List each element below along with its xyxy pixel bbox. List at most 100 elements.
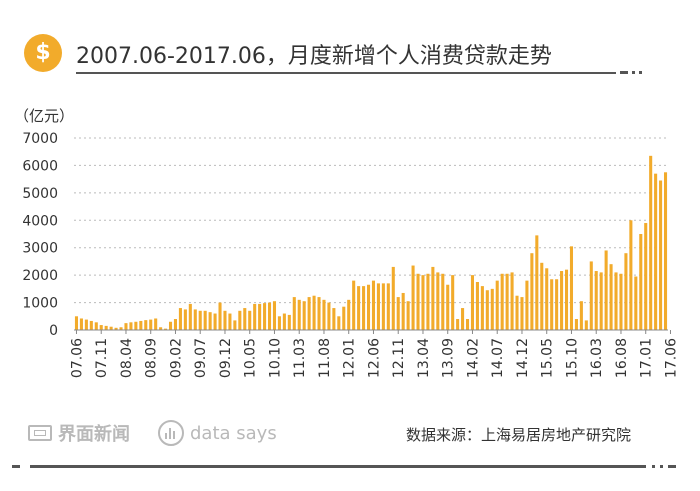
bar [213,313,217,330]
bar [515,295,519,330]
footer-rule-dash [660,465,663,468]
bar [436,272,440,330]
x-tick-label: 17.06 [664,338,680,378]
x-tick-label: 15.05 [540,338,556,378]
bar [510,272,514,330]
bar [495,280,499,330]
bar [277,316,281,330]
bar [663,172,668,330]
bar [139,320,143,330]
bar [109,326,113,330]
bar [579,301,583,330]
bar [342,306,346,330]
y-tick-label: 2000 [22,268,58,284]
bar [193,309,197,330]
bar [520,297,524,330]
bar [223,310,227,330]
x-tick-label: 10.10 [268,338,284,378]
bar [490,288,494,330]
bar [267,302,272,330]
data-source: 数据来源：上海易居房地产研究院 [406,426,632,444]
bar [564,269,569,330]
bar [307,297,311,330]
bar [233,320,237,330]
data-says-logo-icon [158,420,184,446]
bar [198,310,202,330]
bar [530,253,534,330]
x-tick-label: 08.04 [119,338,135,378]
bar [456,319,460,330]
footer-rule-dash [652,465,655,468]
bar [391,266,395,330]
bar [614,272,618,330]
x-tick-label: 11.03 [292,338,308,378]
bar [525,280,529,330]
x-tick-label: 15.10 [565,338,581,378]
bar [188,303,192,330]
x-tick-label: 14.12 [515,338,531,378]
bar [406,301,410,330]
x-tick-label: 07.11 [94,338,110,378]
y-tick-label: 7000 [22,131,58,147]
bar [94,322,98,330]
y-tick-label: 0 [49,323,58,339]
bar [550,279,554,330]
bar [168,321,173,330]
bar [332,308,336,330]
x-tick-label: 17.01 [639,338,655,378]
header: $ 2007.06-2017.06，月度新增个人消费贷款走势 [0,0,700,90]
bar [540,262,544,330]
bar [535,235,539,330]
bar [485,290,489,330]
title-rule-dash [620,71,628,74]
x-tick-label: 11.08 [317,338,333,378]
bar [569,246,574,330]
x-tick-label: 09.02 [169,338,185,378]
bar [218,302,222,330]
bar [604,250,608,330]
bar [238,310,242,330]
bar [431,266,435,330]
bar [371,280,376,330]
bar [659,180,663,330]
bar [297,299,301,330]
x-tick-label: 16.08 [614,338,630,378]
bar [441,273,445,330]
bar [178,308,182,330]
x-tick-label: 09.07 [193,338,209,378]
y-axis-unit-label: （亿元） [14,107,75,125]
bar [500,273,504,330]
data-says-text: data says [190,422,277,444]
bar [99,325,103,330]
bar [258,303,262,330]
bar [589,261,593,330]
bar [411,265,415,330]
brand-name: 界面新闻 [58,424,130,445]
footer-rule-dash [12,465,20,468]
bar [312,295,316,330]
bar [619,273,623,330]
bar [84,319,88,330]
footer-rule-dash [668,465,676,468]
bar [426,273,430,330]
bar [292,297,296,330]
bar [644,223,648,330]
bar [104,325,108,330]
bar [475,282,479,330]
bar [337,316,341,330]
bar [357,286,361,330]
bar [248,310,252,330]
x-tick-label: 07.06 [70,338,86,378]
bar [322,299,326,330]
bar [287,314,291,330]
bar [555,279,559,330]
dollar-coin-icon: $ [24,34,62,72]
bar [584,320,588,330]
bar [74,316,79,330]
bar [629,220,633,330]
y-tick-label: 6000 [22,158,58,174]
bar [599,272,603,330]
bar [89,320,93,330]
bar [654,173,658,330]
bar [362,286,366,330]
